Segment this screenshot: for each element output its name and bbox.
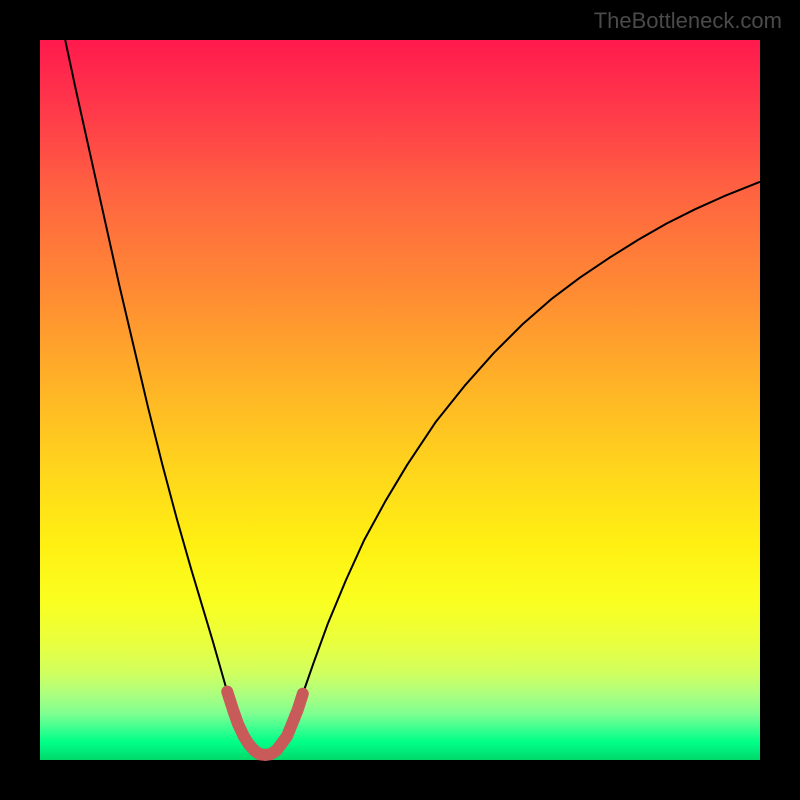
plot-background bbox=[40, 40, 760, 760]
chart-container: TheBottleneck.com bbox=[0, 0, 800, 800]
watermark-text: TheBottleneck.com bbox=[594, 8, 782, 34]
bottleneck-curve-chart bbox=[0, 0, 800, 800]
